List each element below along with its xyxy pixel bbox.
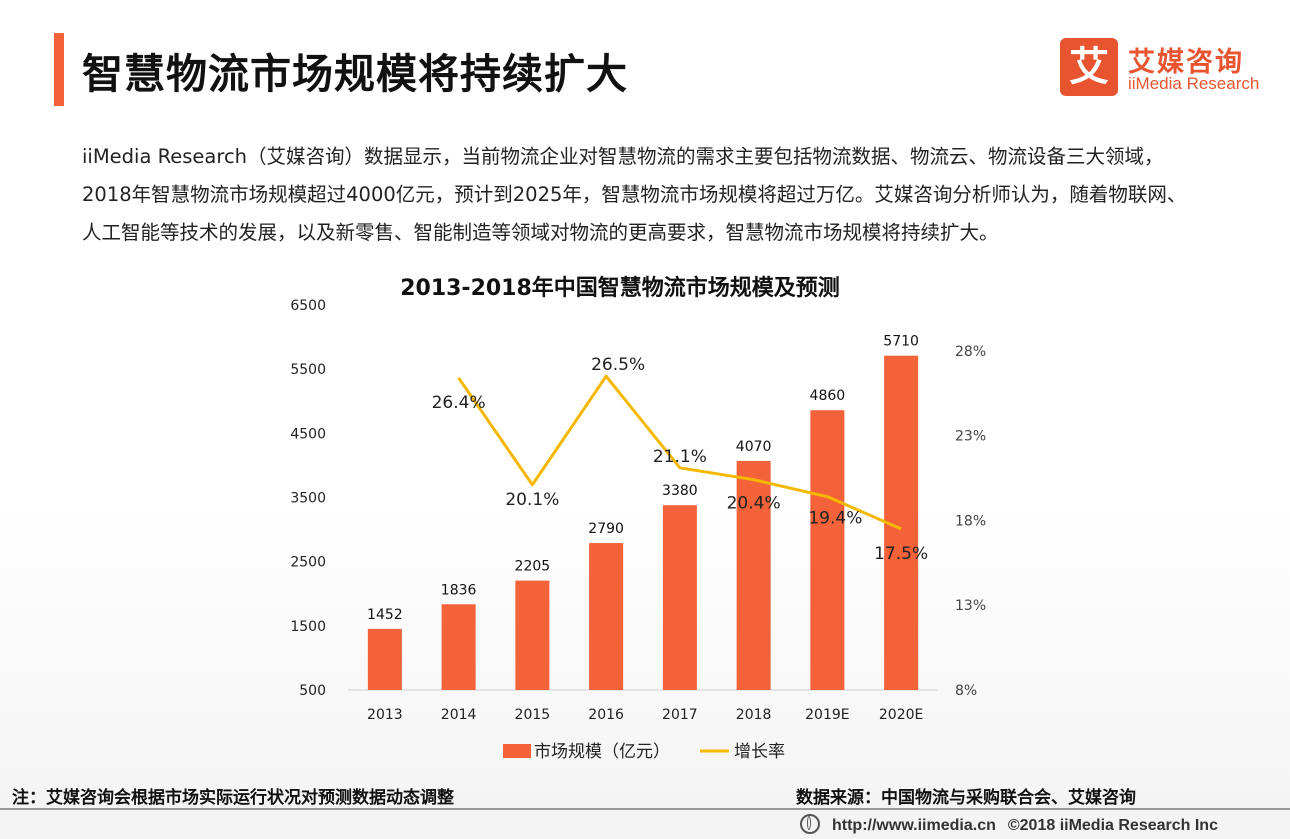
x-tick-label: 2018 — [736, 707, 772, 723]
growth-rate-line — [457, 374, 902, 531]
y-right-tick-label: 23% — [955, 429, 986, 445]
y-left-tick-label: 3500 — [290, 491, 326, 507]
x-tick-label: 2019E — [805, 707, 849, 723]
bar-value-label: 2790 — [588, 521, 624, 537]
bar — [662, 505, 697, 690]
footer-bar: http://www.iimedia.cn ©2018 iiMedia Resea… — [800, 814, 1230, 835]
growth-rate-label: 19.4% — [808, 509, 862, 529]
footer-divider — [0, 808, 1290, 810]
globe-icon — [800, 814, 820, 834]
legend-line-label: 增长率 — [734, 742, 785, 762]
market-size-chart: 6500 5500 4500 3500 2500 1500 500 28% 23% 18% 13% 8… — [290, 298, 986, 762]
bar-value-label: 2205 — [515, 559, 551, 575]
bar — [736, 460, 771, 690]
bar-value-label: 1836 — [441, 582, 477, 598]
growth-rate-label: 21.1% — [653, 447, 707, 467]
y-right-tick-label: 28% — [955, 344, 986, 360]
footnote: 注：艾媒咨询会根据市场实际运行状况对预测数据动态调整 — [12, 788, 454, 808]
legend-bar-label: 市场规模（亿元） — [534, 742, 670, 762]
bar — [441, 604, 476, 690]
y-right-tick-label: 8% — [955, 683, 977, 699]
bar-value-label: 4860 — [810, 388, 846, 404]
growth-rate-label: 26.4% — [432, 393, 486, 413]
growth-rate-label: 26.5% — [591, 355, 645, 375]
y-left-tick-label: 4500 — [290, 426, 326, 442]
x-tick-label: 2015 — [515, 707, 551, 723]
y-right-tick-label: 13% — [955, 598, 986, 614]
logo-english-name: iiMedia Research — [1128, 74, 1260, 93]
x-tick-label: 2014 — [441, 707, 477, 723]
intro-paragraph: iiMedia Research（艾媒咨询）数据显示，当前物流企业对智慧物流的需… — [82, 145, 1187, 244]
website-link[interactable]: http://www.iimedia.cn — [832, 817, 996, 834]
growth-rate-label: 20.4% — [727, 494, 781, 514]
bar — [589, 543, 624, 690]
chart-title: 2013-2018年中国智慧物流市场规模及预测 — [400, 276, 840, 301]
copyright-text: ©2018 iiMedia Research Inc — [1007, 817, 1218, 834]
growth-rate-label: 20.1% — [505, 490, 559, 510]
page-title: 智慧物流市场规模将持续扩大 — [82, 50, 628, 98]
legend-bar-swatch — [503, 744, 531, 758]
y-left-tick-label: 6500 — [290, 298, 326, 314]
y-left-tick-label: 500 — [299, 683, 326, 699]
y-left-tick-label: 5500 — [290, 362, 326, 378]
logo-mark-icon: 艾 — [1060, 38, 1118, 96]
y-left-tick-label: 2500 — [290, 555, 326, 571]
bar-value-label: 4070 — [736, 439, 772, 455]
y-left-tick-label: 1500 — [290, 619, 326, 635]
bar-value-label: 5710 — [883, 334, 919, 350]
bar — [810, 410, 845, 690]
x-tick-label: 2013 — [367, 707, 403, 723]
x-tick-label: 2020E — [879, 707, 923, 723]
bar-value-label: 1452 — [367, 607, 403, 623]
logo-chinese-name: 艾媒咨询 — [1128, 47, 1244, 78]
brand-logo: 艾 艾媒咨询 iiMedia Research — [1060, 38, 1270, 98]
growth-rate-label: 17.5% — [874, 544, 928, 564]
bar — [367, 628, 402, 690]
data-source: 数据来源：中国物流与采购联合会、艾媒咨询 — [796, 788, 1136, 808]
x-tick-label: 2017 — [662, 707, 698, 723]
title-accent-bar — [54, 33, 64, 106]
bar-value-label: 3380 — [662, 483, 698, 499]
bar — [515, 580, 550, 690]
x-tick-label: 2016 — [588, 707, 624, 723]
y-right-tick-label: 18% — [955, 513, 986, 529]
